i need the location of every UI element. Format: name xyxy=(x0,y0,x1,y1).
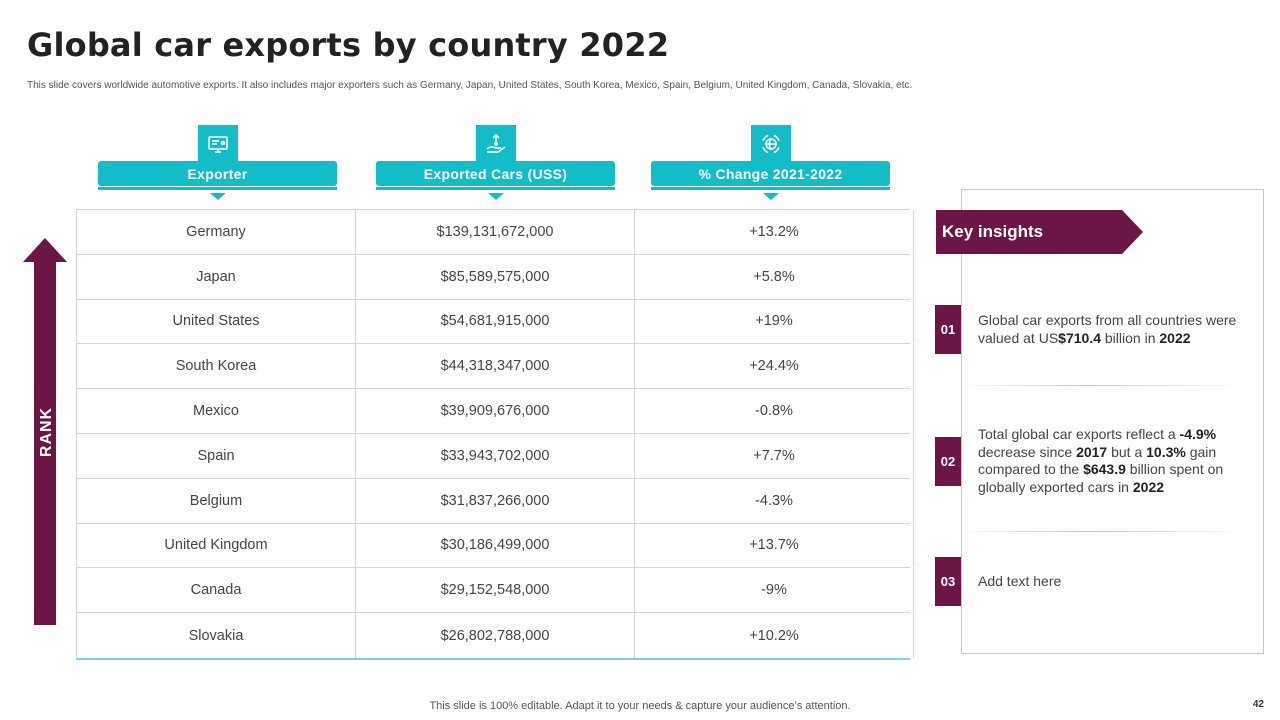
cell-exported-value: $33,943,702,000 xyxy=(355,433,634,478)
cell-change: -4.3% xyxy=(634,478,914,523)
footer-note: This slide is 100% editable. Adapt it to… xyxy=(429,700,851,712)
globe-cycle-icon xyxy=(751,125,791,163)
insight-separator xyxy=(970,385,1230,386)
money-hand-icon xyxy=(476,125,516,163)
cell-change: -9% xyxy=(634,568,914,613)
page-subtitle: This slide covers worldwide automotive e… xyxy=(27,80,913,91)
cell-change: -0.8% xyxy=(634,389,914,433)
column-underline xyxy=(376,187,615,190)
rank-up-arrow xyxy=(23,238,68,628)
cell-change: +24.4% xyxy=(634,344,914,389)
cell-change: +13.2% xyxy=(634,210,914,254)
cell-exporter: South Korea xyxy=(76,344,355,389)
cell-exporter: Canada xyxy=(76,568,355,613)
table-row: Mexico $39,909,676,000 -0.8% xyxy=(76,389,914,434)
table-row: Slovakia $26,802,788,000 +10.2% xyxy=(76,613,914,658)
cell-exported-value: $39,909,676,000 xyxy=(355,389,634,433)
cell-exporter: Belgium xyxy=(76,478,355,523)
column-underline xyxy=(98,187,337,190)
exports-table: Germany $139,131,672,000 +13.2% Japan $8… xyxy=(76,209,914,660)
cell-change: +13.7% xyxy=(634,523,914,568)
column-header-exported-cars: Exported Cars (USS) xyxy=(376,161,615,186)
insight-text: Total global car exports reflect a -4.9%… xyxy=(978,426,1224,495)
column-header-exporter: Exporter xyxy=(98,161,337,186)
cell-exported-value: $30,186,499,000 xyxy=(355,523,634,568)
column-caret xyxy=(763,193,779,200)
cell-change: +5.8% xyxy=(634,254,914,299)
cell-exporter: Mexico xyxy=(76,389,355,433)
insight-text: Add text here xyxy=(978,573,1062,589)
insight-number: 03 xyxy=(935,557,961,606)
cell-change: +10.2% xyxy=(634,613,914,658)
table-row: United Kingdom $30,186,499,000 +13.7% xyxy=(76,523,914,569)
table-row: Belgium $31,837,266,000 -4.3% xyxy=(76,478,914,524)
insights-panel xyxy=(961,189,1264,654)
cell-exporter: Japan xyxy=(76,254,355,299)
cell-exporter: United States xyxy=(76,299,355,344)
cell-exporter: Slovakia xyxy=(76,613,355,658)
cell-change: +7.7% xyxy=(634,433,914,478)
insight-separator xyxy=(970,531,1230,532)
table-row: Spain $33,943,702,000 +7.7% xyxy=(76,433,914,479)
cell-exported-value: $29,152,548,000 xyxy=(355,568,634,613)
cell-exported-value: $26,802,788,000 xyxy=(355,613,634,658)
table-row: Japan $85,589,575,000 +5.8% xyxy=(76,254,914,300)
rank-label: RANK xyxy=(38,406,55,458)
page-number: 42 xyxy=(1252,699,1264,710)
page-title: Global car exports by country 2022 xyxy=(27,26,670,64)
insight-number: 01 xyxy=(935,305,961,354)
table-row: Canada $29,152,548,000 -9% xyxy=(76,568,914,614)
cell-exporter: Germany xyxy=(76,210,355,254)
column-underline xyxy=(651,187,890,190)
insights-heading: Key insights xyxy=(936,210,1143,254)
column-caret xyxy=(210,193,226,200)
cell-exported-value: $44,318,347,000 xyxy=(355,344,634,389)
insight-text: Global car exports from all countries we… xyxy=(978,312,1237,346)
presentation-icon xyxy=(198,125,238,163)
column-header-change: % Change 2021-2022 xyxy=(651,161,890,186)
cell-change: +19% xyxy=(634,299,914,344)
table-row: United States $54,681,915,000 +19% xyxy=(76,299,914,345)
table-row: South Korea $44,318,347,000 +24.4% xyxy=(76,344,914,390)
cell-exporter: Spain xyxy=(76,433,355,478)
cell-exporter: United Kingdom xyxy=(76,523,355,568)
column-caret xyxy=(488,193,504,200)
cell-exported-value: $54,681,915,000 xyxy=(355,299,634,344)
cell-exported-value: $31,837,266,000 xyxy=(355,478,634,523)
insight-number: 02 xyxy=(935,437,961,486)
cell-exported-value: $139,131,672,000 xyxy=(355,210,634,254)
table-row: Germany $139,131,672,000 +13.2% xyxy=(76,210,914,255)
cell-exported-value: $85,589,575,000 xyxy=(355,254,634,299)
